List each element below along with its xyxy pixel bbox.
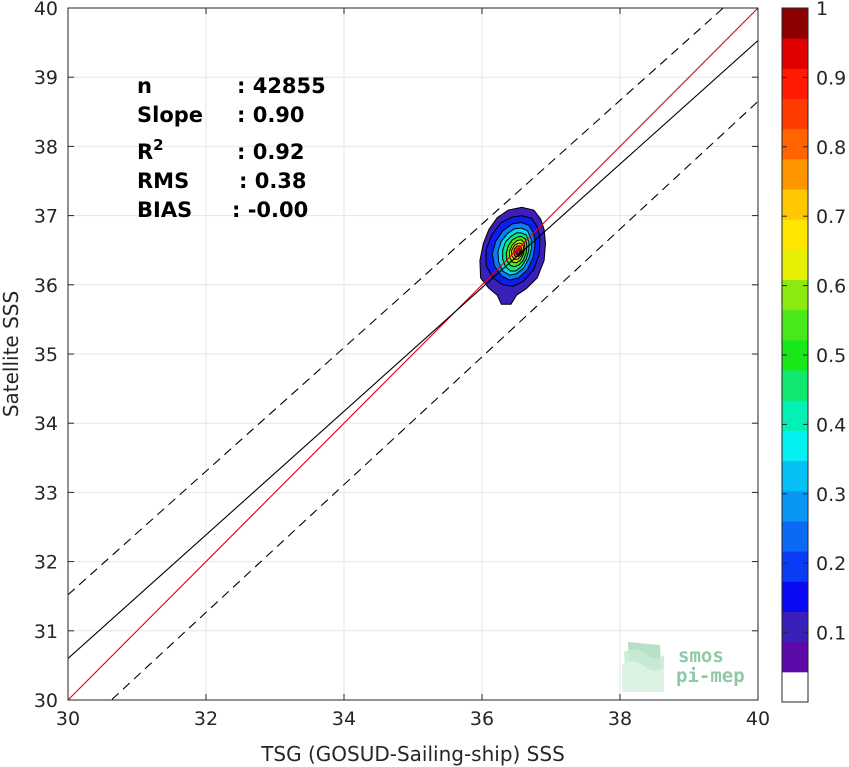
colorbar-band bbox=[782, 551, 808, 582]
colorbar-band bbox=[782, 279, 808, 311]
colorbar-tick-label: 0.2 bbox=[816, 553, 846, 575]
colorbar-tick-label: 0.6 bbox=[816, 276, 846, 298]
colorbar-tick-label: 0.7 bbox=[816, 206, 846, 228]
colorbar-band bbox=[782, 68, 808, 100]
y-tick-label: 40 bbox=[34, 0, 58, 20]
y-tick-label: 38 bbox=[34, 136, 58, 158]
upper-bound-line bbox=[68, 8, 725, 596]
logo-text-pimep: pi-mep bbox=[676, 665, 745, 687]
colorbar-band bbox=[782, 671, 808, 703]
colorbar-band bbox=[782, 128, 808, 160]
logo-text-smos: smos bbox=[678, 645, 724, 667]
colorbar-tick-label: 0.5 bbox=[816, 345, 846, 367]
grid bbox=[67, 7, 759, 701]
colorbar-band bbox=[782, 520, 808, 552]
smos-pimep-logo: smos pi-mep bbox=[622, 642, 745, 692]
colorbar-ticks: 0.1 0.2 0.3 0.4 0.5 0.6 0.7 0.8 0.9 1 bbox=[782, 0, 846, 645]
x-tick-label: 30 bbox=[56, 708, 80, 730]
colorbar-tick-label: 0.4 bbox=[816, 414, 846, 436]
density-contours bbox=[479, 206, 546, 305]
x-axis-label: TSG (GOSUD-Sailing-ship) SSS bbox=[260, 742, 565, 766]
colorbar-band bbox=[782, 38, 808, 69]
stat-label: BIAS bbox=[137, 198, 192, 222]
x-tick-label: 36 bbox=[470, 708, 494, 730]
colorbar-band bbox=[782, 611, 808, 643]
fit-lines bbox=[68, 8, 758, 700]
x-tick-label: 40 bbox=[746, 708, 770, 730]
y-tick-label: 35 bbox=[34, 344, 58, 366]
colorbar-band bbox=[782, 8, 808, 39]
lower-bound-line bbox=[110, 101, 758, 700]
colorbar-band bbox=[782, 430, 808, 462]
stat-value: : 42855 bbox=[237, 74, 326, 98]
y-tick-label: 34 bbox=[34, 413, 58, 435]
colorbar-tick-label: 0.9 bbox=[816, 67, 846, 89]
colorbar-band bbox=[782, 309, 808, 341]
logo-waves-icon bbox=[622, 642, 664, 692]
x-tick-label: 38 bbox=[608, 708, 632, 730]
y-tick-label: 36 bbox=[34, 275, 58, 297]
colorbar-tick-label: 1 bbox=[816, 0, 828, 20]
y-axis-label: Satellite SSS bbox=[0, 291, 23, 417]
colorbar bbox=[781, 7, 809, 703]
x-axis-ticks: 30 32 34 36 38 40 bbox=[56, 8, 770, 730]
stat-label: RMS bbox=[137, 169, 189, 193]
y-tick-label: 37 bbox=[34, 206, 58, 228]
colorbar-band bbox=[782, 641, 808, 673]
stat-label: Slope bbox=[137, 103, 203, 127]
colorbar-band bbox=[782, 98, 808, 130]
colorbar-band bbox=[782, 581, 808, 612]
colorbar-band bbox=[782, 158, 808, 190]
colorbar-tick-label: 0.1 bbox=[816, 623, 846, 645]
colorbar-band bbox=[782, 249, 808, 281]
colorbar-band bbox=[782, 219, 808, 250]
y-tick-label: 39 bbox=[34, 67, 58, 89]
y-tick-label: 30 bbox=[34, 690, 58, 712]
y-axis-ticks: 30 31 32 33 34 35 36 37 38 39 40 bbox=[34, 0, 758, 712]
x-tick-label: 32 bbox=[194, 708, 218, 730]
statistics-box: n : 42855 Slope : 0.90 R2 : 0.92 RMS : 0.38 BIAS… bbox=[137, 74, 326, 222]
y-tick-label: 33 bbox=[34, 482, 58, 504]
x-tick-label: 34 bbox=[332, 708, 356, 730]
colorbar-band bbox=[782, 490, 808, 522]
stat-value: : -0.00 bbox=[232, 198, 308, 222]
regression-line bbox=[68, 40, 758, 659]
colorbar-band bbox=[782, 460, 808, 492]
colorbar-band bbox=[782, 370, 808, 401]
stat-label: R2 bbox=[137, 136, 164, 164]
y-tick-label: 32 bbox=[34, 552, 58, 574]
colorbar-band bbox=[782, 189, 808, 220]
colorbar-band bbox=[782, 400, 808, 431]
colorbar-tick-label: 0.8 bbox=[816, 137, 846, 159]
stat-value: : 0.38 bbox=[239, 169, 307, 193]
stat-value: : 0.90 bbox=[237, 103, 305, 127]
colorbar-tick-label: 0.3 bbox=[816, 484, 846, 506]
stat-value: : 0.92 bbox=[237, 140, 305, 164]
y-tick-label: 31 bbox=[34, 621, 58, 643]
one-to-one-line bbox=[68, 8, 758, 700]
stat-label: n bbox=[137, 74, 152, 98]
